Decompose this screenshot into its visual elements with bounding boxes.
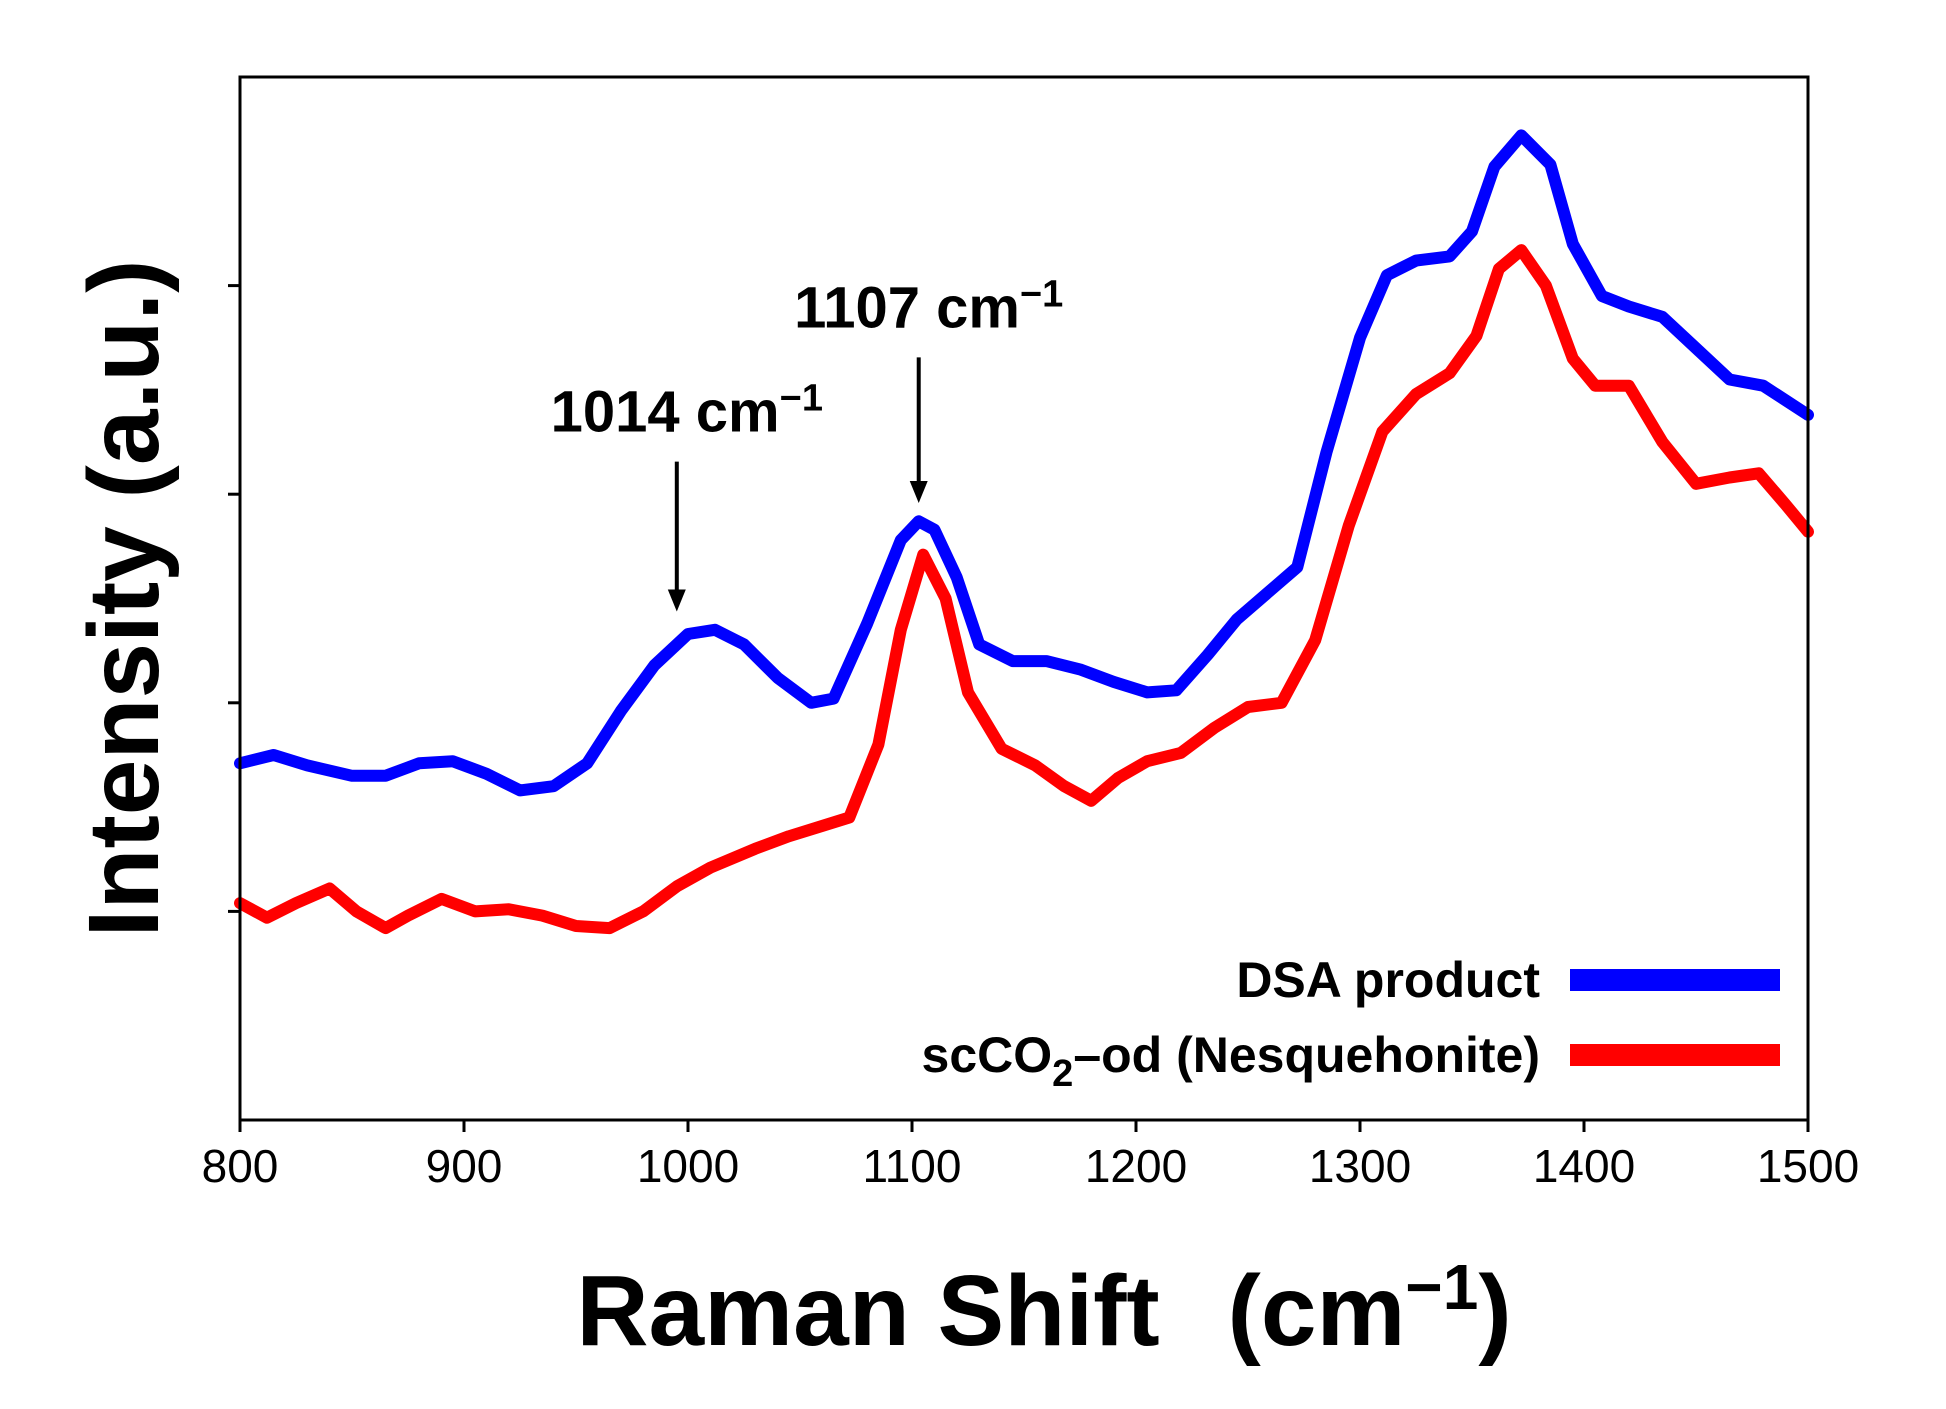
x-tick-label: 1500	[1757, 1140, 1859, 1192]
annotation-arrowhead-0	[667, 589, 686, 612]
annotation-label-text-0: 1014 cm	[551, 380, 780, 445]
x-tick-label: 1300	[1309, 1140, 1411, 1192]
x-axis-title-text: Raman Shift	[576, 1255, 1159, 1367]
plot-frame	[238, 75, 1810, 1122]
x-tick-label: 1000	[637, 1140, 739, 1192]
annotation-label-sup-1: −1	[1020, 273, 1063, 315]
x-tick-label: 900	[426, 1140, 503, 1192]
series-line-dsa-product	[234, 129, 1814, 797]
annotation-label-sup-0: −1	[780, 378, 823, 420]
legend-label-nesquehonite-part2: –od (Nesquehonite)	[1073, 1027, 1540, 1083]
x-axis-title-unit-close: )	[1478, 1255, 1511, 1367]
legend-label-nesquehonite-part1: scCO	[922, 1027, 1053, 1083]
x-axis-title: Raman Shift (cm−1)	[576, 1251, 1511, 1367]
legend: DSA product scCO2–od (Nesquehonite)	[922, 952, 1780, 1095]
series-line-nesquehonite	[234, 244, 1814, 935]
x-tick-label: 1200	[1085, 1140, 1187, 1192]
x-tick-label: 1400	[1533, 1140, 1635, 1192]
legend-label-nesquehonite: scCO2–od (Nesquehonite)	[922, 1027, 1540, 1095]
annotation-label-text-1: 1107 cm	[794, 275, 1020, 340]
annotation-label-1: 1107 cm−1	[794, 273, 1063, 340]
x-axis-title-unit-sup: −1	[1405, 1251, 1478, 1323]
x-tick-label: 800	[202, 1140, 279, 1192]
x-tick-label: 1100	[863, 1140, 962, 1192]
y-axis-title: Intensity (a.u.)	[68, 260, 180, 938]
x-axis-title-unit: (cm	[1228, 1255, 1406, 1367]
annotation-arrowhead-1	[909, 481, 928, 504]
legend-label-nesquehonite-sub: 2	[1052, 1053, 1073, 1095]
legend-label-dsa-product: DSA product	[1236, 952, 1540, 1008]
annotation-label-0: 1014 cm−1	[551, 378, 823, 445]
